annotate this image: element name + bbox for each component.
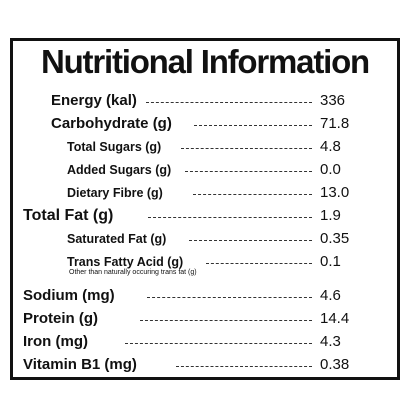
- nutrient-row-iron: Iron (mg) 4.3: [13, 330, 397, 354]
- nutrient-row-saturated-fat: Saturated Fat (g) 0.35: [13, 227, 397, 251]
- nutrient-row-added-sugars: Added Sugars (g) 0.0: [13, 158, 397, 182]
- leader-dots: [147, 297, 312, 298]
- nutrition-panel: Nutritional Information Energy (kal) 336…: [10, 38, 400, 380]
- trans-fat-footnote: Other than naturally occuring trans fat …: [69, 269, 197, 276]
- nutrient-value: 4.3: [320, 333, 341, 350]
- nutrient-row-trans-fatty-acid: Trans Fatty Acid (g) 0.1: [13, 250, 397, 274]
- nutrient-value: 14.4: [320, 310, 350, 327]
- nutrient-label: Total Fat (g): [23, 207, 114, 224]
- nutrient-value: 13.0: [320, 184, 350, 201]
- nutrient-label: Protein (g): [23, 310, 98, 327]
- nutrient-value: 71.8: [320, 115, 350, 132]
- nutrient-value: 0.1: [320, 253, 341, 270]
- leader-dots: [176, 366, 312, 367]
- nutrient-label: Energy (kal): [51, 92, 137, 109]
- nutrient-value: 0.38: [320, 356, 350, 373]
- leader-dots: [181, 148, 312, 149]
- leader-dots: [146, 102, 312, 103]
- leader-dots: [189, 240, 312, 241]
- nutrient-value: 0.35: [320, 230, 350, 247]
- panel-title: Nutritional Information: [40, 43, 370, 80]
- nutrient-label: Total Sugars (g): [67, 140, 162, 154]
- leader-dots: [125, 343, 312, 344]
- nutrient-label: Iron (mg): [23, 333, 88, 350]
- leader-dots: [206, 263, 312, 264]
- nutrient-row-sodium: Sodium (mg) 4.6: [13, 284, 397, 308]
- nutrient-label: Carbohydrate (g): [51, 115, 172, 132]
- leader-dots: [194, 125, 312, 126]
- nutrient-label: Sodium (mg): [23, 287, 115, 304]
- nutrient-value: 336: [320, 92, 346, 109]
- nutrient-row-vitamin-b1: Vitamin B1 (mg) 0.38: [13, 353, 397, 377]
- nutrient-row-total-fat: Total Fat (g) 1.9: [13, 204, 397, 228]
- nutrient-value: 1.9: [320, 207, 341, 224]
- leader-dots: [140, 320, 312, 321]
- nutrient-label: Trans Fatty Acid (g): [67, 255, 184, 269]
- nutrient-value: 0.0: [320, 161, 341, 178]
- nutrient-label: Dietary Fibre (g): [67, 186, 163, 200]
- nutrient-value: 4.8: [320, 138, 341, 155]
- nutrient-label: Saturated Fat (g): [67, 232, 167, 246]
- nutrient-row-total-sugars: Total Sugars (g) 4.8: [13, 135, 397, 159]
- nutrient-row-carbohydrate: Carbohydrate (g) 71.8: [13, 112, 397, 136]
- leader-dots: [148, 217, 312, 218]
- leader-dots: [193, 194, 312, 195]
- nutrient-label: Vitamin B1 (mg): [23, 356, 137, 373]
- nutrient-row-protein: Protein (g) 14.4: [13, 307, 397, 331]
- nutrient-value: 4.6: [320, 287, 341, 304]
- nutrient-row-energy: Energy (kal) 336: [13, 89, 397, 113]
- nutrient-label: Added Sugars (g): [67, 163, 172, 177]
- leader-dots: [185, 171, 312, 172]
- nutrient-row-dietary-fibre: Dietary Fibre (g) 13.0: [13, 181, 397, 205]
